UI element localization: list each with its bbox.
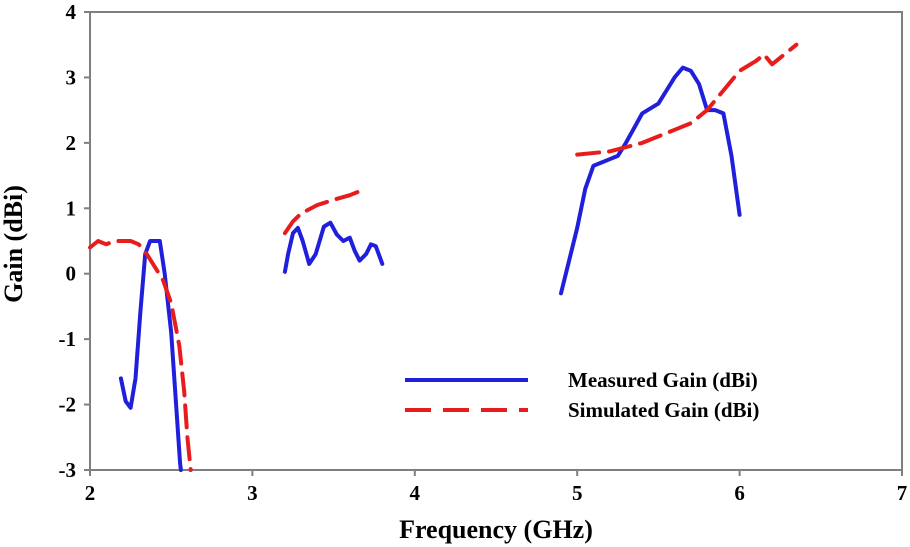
- plot-frame: [89, 11, 903, 471]
- simulated-gain-line-segment-2: [282, 188, 364, 236]
- x-tick-label: 3: [247, 481, 258, 505]
- y-tick-label: 4: [66, 0, 77, 24]
- x-tick-label: 2: [85, 481, 96, 505]
- measured-gain-line-segment-3: [559, 65, 742, 296]
- x-tick-label: 6: [734, 481, 745, 505]
- y-tick-label: -3: [59, 458, 77, 482]
- y-tick-label: -1: [59, 327, 77, 351]
- measured-gain-line-segment-1: [118, 239, 183, 472]
- x-tick-label: 4: [410, 481, 421, 505]
- y-tick-label: 0: [66, 262, 77, 286]
- y-tick-label: 2: [66, 131, 77, 155]
- x-tick-label: 7: [897, 481, 908, 505]
- simulated-gain-line-segment-3: [575, 42, 799, 157]
- y-tick-label: 1: [66, 196, 77, 220]
- y-axis-title: Gain (dBi): [0, 185, 28, 303]
- simulated-gain-line-segment-1: [88, 239, 193, 472]
- y-tick-label: 3: [66, 65, 77, 89]
- legend-label-measured: Measured Gain (dBi): [568, 368, 758, 392]
- x-tick-label: 5: [572, 481, 583, 505]
- x-axis-title: Frequency (GHz): [399, 515, 593, 544]
- measured-gain-line-segment-2: [282, 220, 385, 274]
- y-tick-label: -2: [59, 393, 77, 417]
- legend: Measured Gain (dBi) Simulated Gain (dBi): [405, 368, 759, 422]
- legend-label-simulated: Simulated Gain (dBi): [568, 398, 759, 422]
